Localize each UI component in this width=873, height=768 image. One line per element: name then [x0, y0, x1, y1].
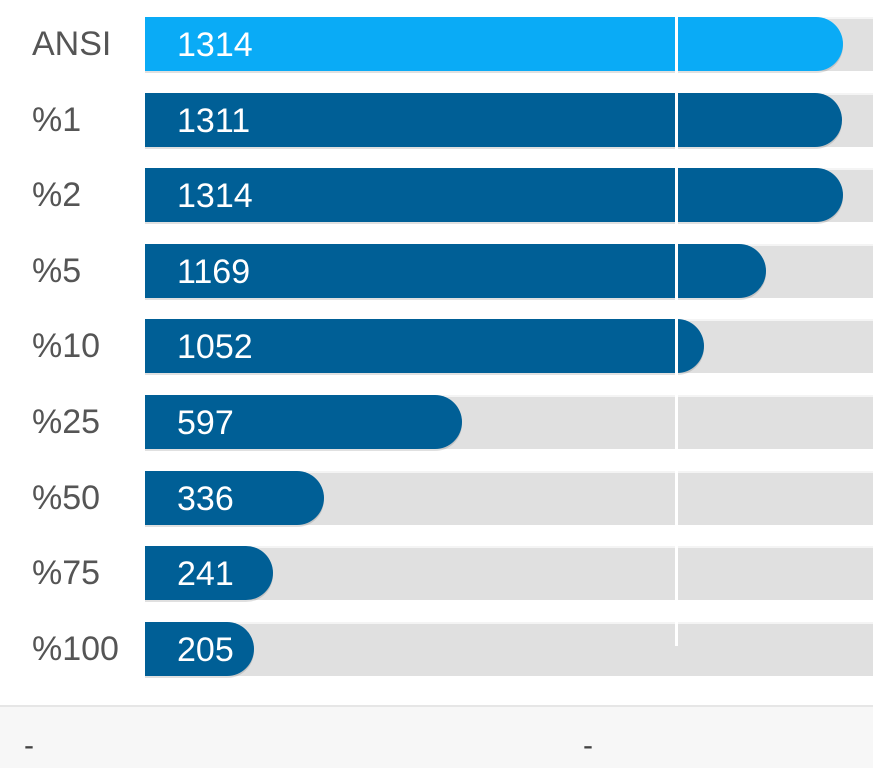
- category-label: %25: [32, 403, 101, 441]
- bar-2: [145, 168, 843, 222]
- bar-value-label: 1314: [177, 177, 253, 215]
- reference-line: [675, 17, 678, 646]
- bar-value-label: 336: [177, 480, 234, 518]
- category-label: %1: [32, 101, 82, 139]
- bar-value-label: 205: [177, 631, 234, 669]
- bar-value-label: 597: [177, 404, 234, 442]
- bar-value-label: 1314: [177, 26, 253, 64]
- category-label: %5: [32, 252, 82, 290]
- bar-track: [145, 622, 873, 676]
- bar-25: [145, 395, 462, 449]
- category-label: %10: [32, 327, 101, 365]
- category-label: %2: [32, 176, 82, 214]
- category-label: %50: [32, 479, 101, 517]
- footer-left-text: -: [24, 729, 34, 762]
- category-label: ANSI: [32, 25, 112, 63]
- footer: - -: [0, 705, 873, 768]
- bar-value-label: 241: [177, 555, 234, 593]
- category-label: %75: [32, 554, 101, 592]
- bar-100: [145, 622, 254, 676]
- bar-value-label: 1052: [177, 328, 253, 366]
- bar-10: [145, 319, 704, 373]
- category-label: %100: [32, 630, 119, 668]
- bar-ansi: [145, 17, 843, 71]
- footer-right-text: -: [583, 729, 593, 762]
- bar-value-label: 1311: [177, 102, 251, 140]
- bar-75: [145, 546, 273, 600]
- bar-5: [145, 244, 766, 298]
- bar-chart: ANSI 1314 %1 1311 %2 1314 %5 1169 %10 1052 %25 597%…: [32, 17, 873, 676]
- bar-value-label: 1169: [177, 253, 251, 291]
- bar-1: [145, 93, 842, 147]
- bar-50: [145, 471, 324, 525]
- chart-panel: ANSI 1314 %1 1311 %2 1314 %5 1169 %10 1052 %25 597%…: [32, 17, 873, 676]
